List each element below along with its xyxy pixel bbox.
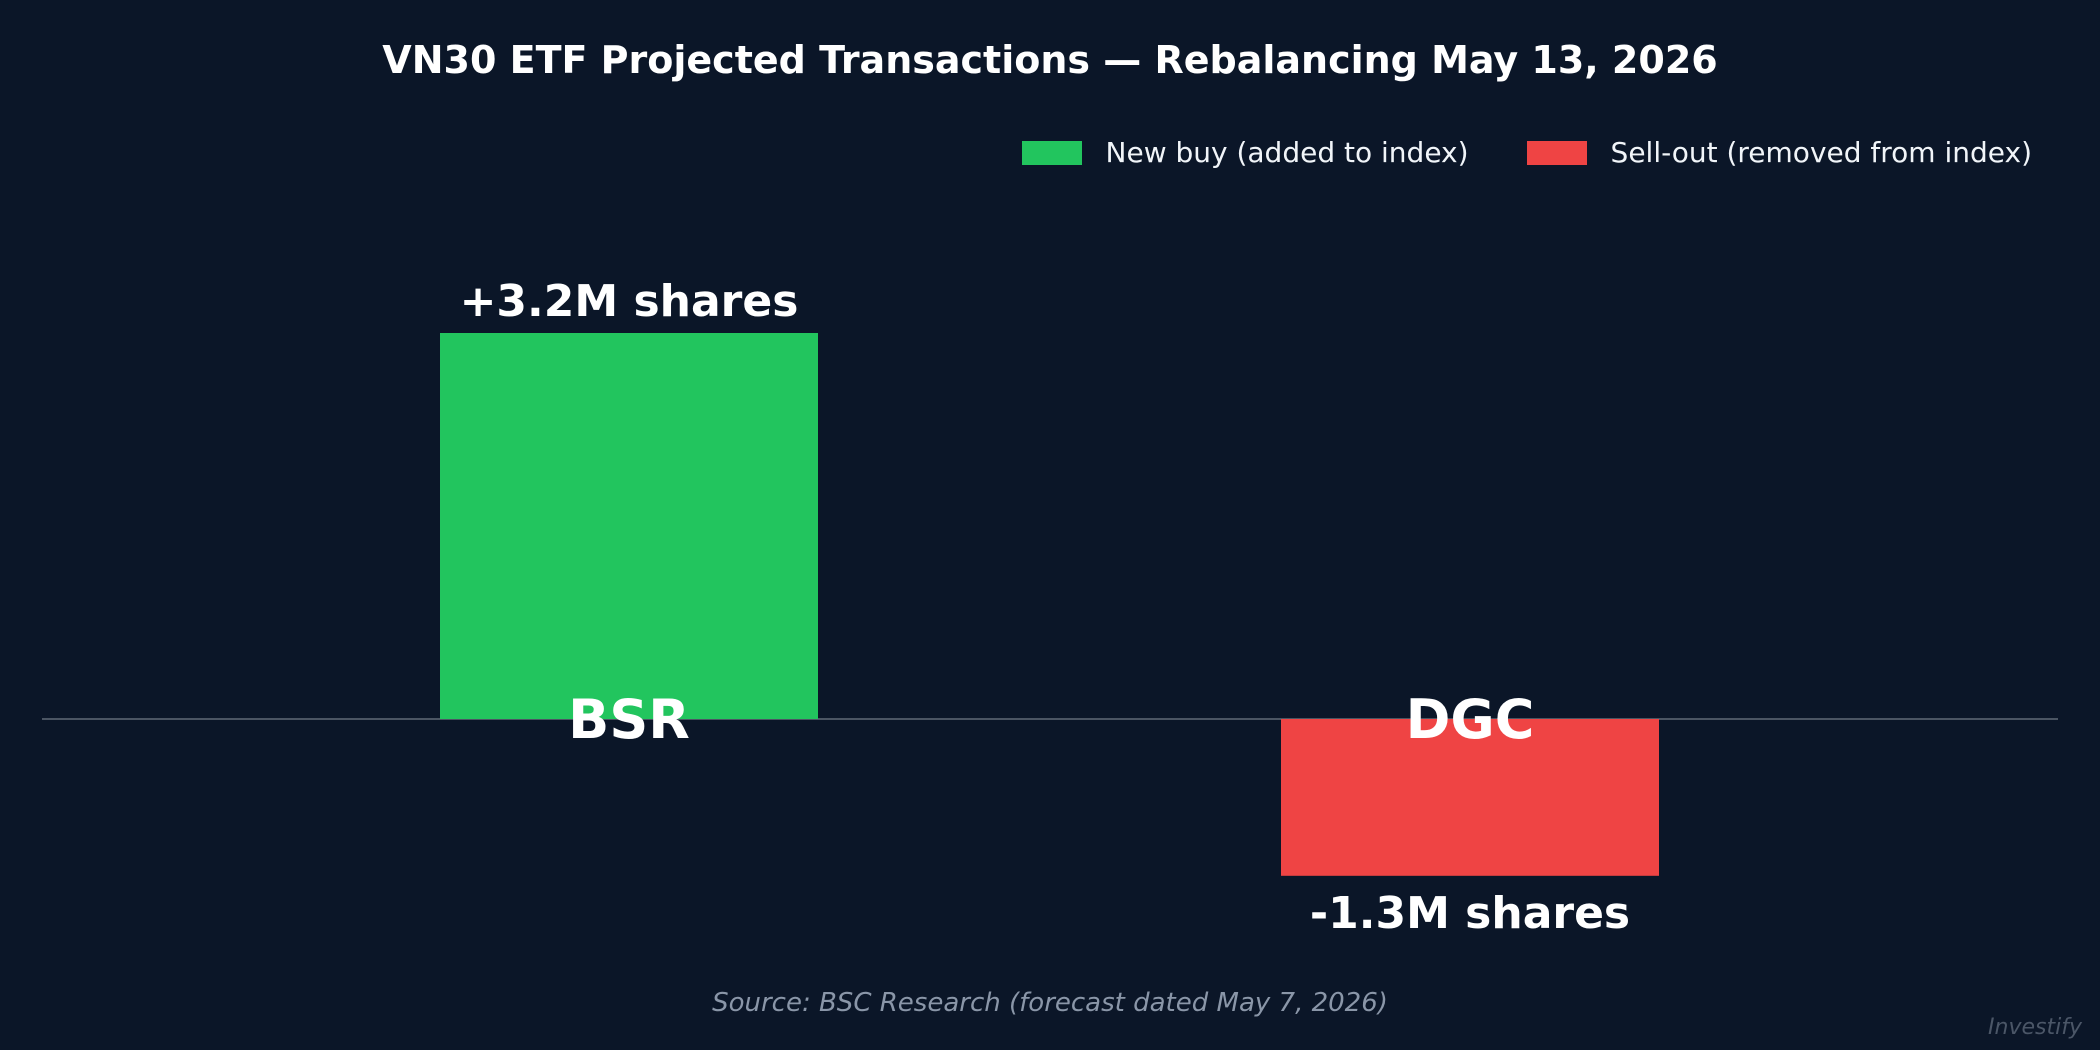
source-note: Source: BSC Research (forecast dated May… — [712, 988, 1388, 1018]
data-label-bsr: +3.2M shares — [460, 276, 799, 327]
watermark-logo: Investify — [1988, 1015, 2082, 1040]
legend: New buy (added to index) Sell-out (remov… — [1021, 136, 2032, 169]
legend-item-new-buy: New buy (added to index) — [1021, 136, 1469, 169]
data-label-dgc: -1.3M shares — [1310, 888, 1630, 939]
legend-swatch-new-buy — [1021, 140, 1082, 165]
legend-item-sell-out: Sell-out (removed from index) — [1526, 136, 2032, 169]
legend-swatch-sell-out — [1526, 140, 1587, 165]
legend-label-sell-out: Sell-out (removed from index) — [1610, 136, 2032, 169]
bar-bsr — [440, 333, 818, 719]
category-label-dgc: DGC — [1406, 688, 1535, 751]
chart-title: VN30 ETF Projected Transactions — Rebala… — [382, 38, 1718, 82]
bar-dgc — [1281, 719, 1659, 876]
legend-label-new-buy: New buy (added to index) — [1105, 136, 1469, 169]
category-label-bsr: BSR — [568, 688, 690, 751]
